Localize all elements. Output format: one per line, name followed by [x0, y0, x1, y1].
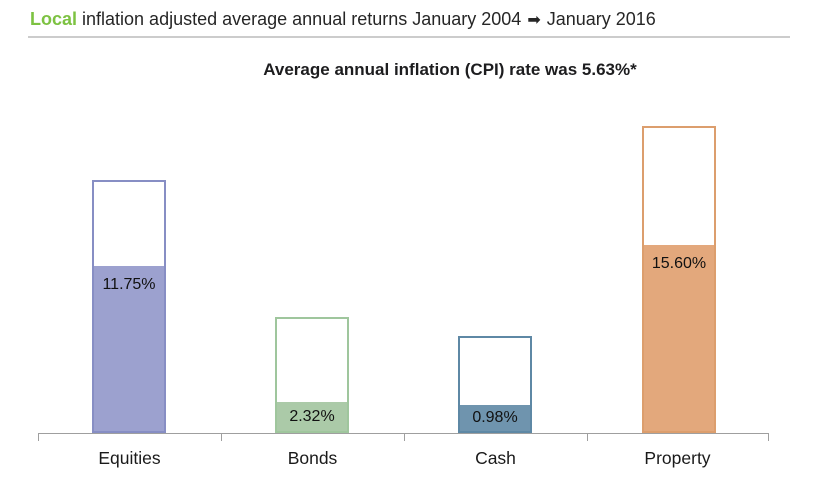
title-divider	[28, 36, 790, 38]
bar-fill-equities	[94, 266, 164, 431]
bar-fill-property	[644, 245, 714, 431]
category-label-property: Property	[644, 448, 711, 468]
bar-fill-bonds	[277, 402, 347, 431]
title-highlight: Local	[30, 9, 78, 29]
title-text: inflation adjusted average annual return…	[82, 9, 522, 29]
bar-cash: 0.98%	[458, 336, 532, 433]
bar-fill-cash	[460, 405, 530, 431]
value-label-equities: 11.75%	[102, 276, 156, 293]
chart-subtitle: Average annual inflation (CPI) rate was …	[263, 60, 637, 79]
value-label-bonds: 2.32%	[289, 407, 335, 425]
title-text-end: January 2016	[546, 9, 656, 29]
category-label-cash: Cash	[475, 448, 516, 468]
value-label-property: 15.60%	[651, 255, 707, 272]
x-axis-line	[38, 433, 769, 434]
x-axis-tick	[404, 433, 405, 441]
x-axis-tick	[768, 433, 769, 441]
bar-property: 15.60%	[642, 126, 716, 433]
bar-equities: 11.75%	[92, 180, 166, 433]
value-label-cash: 0.98%	[472, 409, 518, 426]
right-arrow-icon: ➡	[527, 10, 541, 29]
x-axis-tick	[221, 433, 222, 441]
bar-bonds: 2.32%	[275, 317, 349, 433]
page-title: Local inflation adjusted average annual r…	[30, 9, 656, 30]
category-label-bonds: Bonds	[287, 448, 338, 468]
x-axis-tick	[587, 433, 588, 441]
category-label-equities: Equities	[98, 448, 161, 468]
x-axis-tick	[38, 433, 39, 441]
